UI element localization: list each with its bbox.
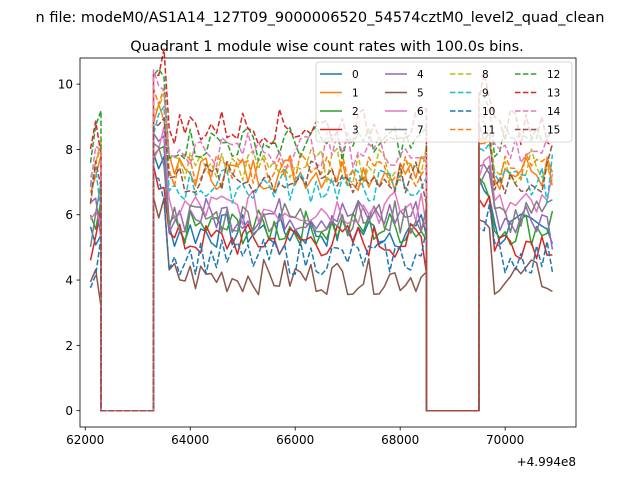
legend-label-2: 2 [352,106,359,118]
x-axis: 62000 64000 66000 68000 70000 [66,427,524,447]
x-tick-label: 68000 [381,433,419,447]
y-tick-label: 8 [65,143,73,157]
y-tick-label: 2 [65,339,73,353]
series-line-10 [89,176,554,412]
x-tick-label: 70000 [486,433,524,447]
y-tick-label: 10 [58,78,73,92]
legend-label-8: 8 [482,69,489,81]
y-tick-label: 6 [65,208,73,222]
x-tick-label: 62000 [66,433,104,447]
legend-label-6: 6 [417,106,424,118]
legend-label-0: 0 [352,69,359,81]
legend-label-11: 11 [482,125,495,137]
legend-label-5: 5 [417,88,424,100]
legend-label-10: 10 [482,106,495,118]
legend-label-4: 4 [417,69,424,81]
legend-label-7: 7 [417,125,424,137]
x-offset-label: +4.994e8 [517,455,576,469]
plot-frame [79,57,577,428]
y-tick-label: 4 [65,274,73,288]
series-line-6 [89,126,554,412]
series-line-4 [90,132,554,412]
legend-label-13: 13 [547,88,560,100]
chart-title: Quadrant 1 module wise count rates with … [130,39,524,55]
legend-label-12: 12 [547,69,560,81]
series-line-3 [89,164,553,412]
legend-label-1: 1 [352,88,359,100]
y-tick-label: 0 [65,404,73,418]
y-axis: 0 2 4 6 8 10 [58,78,80,418]
series-line-5 [89,196,553,412]
legend-label-14: 14 [547,106,561,118]
legend-label-15: 15 [547,125,560,137]
x-tick-label: 66000 [276,433,314,447]
legend-box [315,61,573,143]
series-line-9 [89,105,554,412]
legend-label-3: 3 [352,125,359,137]
legend-label-9: 9 [482,88,489,100]
series-line-0 [89,152,554,412]
x-tick-label: 64000 [171,433,209,447]
series-line-7 [89,142,553,412]
figure-suptitle: n file: modeM0/AS1A14_127T09_9000006520_… [36,10,605,26]
